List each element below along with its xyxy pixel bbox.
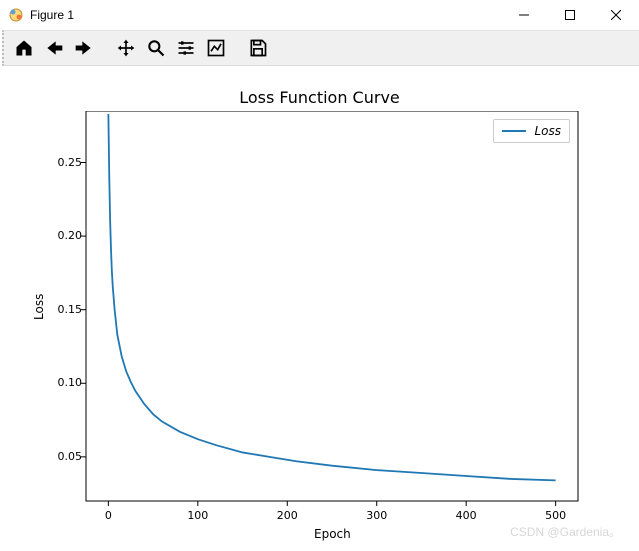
- legend-swatch: [502, 130, 526, 132]
- window-title: Figure 1: [30, 8, 501, 22]
- close-button[interactable]: [593, 0, 639, 30]
- app-icon: [8, 7, 24, 23]
- window-buttons: [501, 0, 639, 30]
- figure-canvas: Loss Function Curve Loss Epoch Loss CSDN…: [0, 66, 639, 546]
- legend-label: Loss: [534, 124, 561, 138]
- pan-icon[interactable]: [112, 34, 140, 62]
- chart-title: Loss Function Curve: [0, 88, 639, 107]
- y-tick-label: 0.10: [58, 376, 83, 389]
- toolbar: [2, 30, 639, 66]
- y-tick-label: 0.05: [58, 450, 83, 463]
- configure-icon[interactable]: [172, 34, 200, 62]
- save-icon[interactable]: [244, 34, 272, 62]
- maximize-button[interactable]: [547, 0, 593, 30]
- x-tick-label: 500: [544, 509, 568, 522]
- x-tick-label: 300: [365, 509, 389, 522]
- minimize-button[interactable]: [501, 0, 547, 30]
- zoom-icon[interactable]: [142, 34, 170, 62]
- x-tick-label: 400: [454, 509, 478, 522]
- edit-axes-icon[interactable]: [202, 34, 230, 62]
- legend: Loss: [493, 119, 570, 143]
- forward-icon[interactable]: [70, 34, 98, 62]
- title-bar: Figure 1: [0, 0, 639, 30]
- y-tick-label: 0.20: [58, 229, 83, 242]
- x-axis-label: Epoch: [314, 527, 351, 541]
- home-icon[interactable]: [10, 34, 38, 62]
- x-tick-label: 200: [275, 509, 299, 522]
- y-tick-label: 0.25: [58, 156, 83, 169]
- y-tick-label: 0.15: [58, 303, 83, 316]
- watermark: CSDN @Gardenia。: [510, 523, 621, 540]
- x-tick-label: 0: [96, 509, 120, 522]
- x-tick-label: 100: [186, 509, 210, 522]
- plot-svg: [76, 111, 628, 551]
- y-axis-label: Loss: [32, 294, 46, 320]
- back-icon[interactable]: [40, 34, 68, 62]
